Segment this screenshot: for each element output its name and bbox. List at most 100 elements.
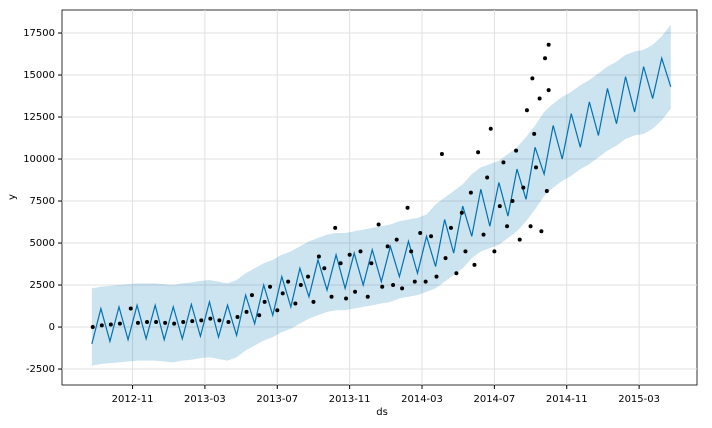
observation [443, 256, 448, 261]
observation [409, 249, 414, 254]
observation [488, 126, 493, 131]
observation [172, 321, 177, 326]
observation [90, 325, 95, 330]
y-tick-label: 17500 [23, 28, 55, 39]
observation [434, 274, 439, 279]
x-tick-label: 2012-11 [112, 394, 154, 405]
observation [306, 274, 311, 279]
observation [539, 229, 544, 234]
observation [439, 151, 444, 156]
observation [429, 234, 434, 239]
observation [528, 224, 533, 229]
observation [423, 279, 428, 284]
x-tick-label: 2013-03 [184, 394, 226, 405]
observation [459, 210, 464, 215]
observation [108, 322, 113, 327]
observation [322, 266, 327, 271]
y-tick-label: 0 [49, 322, 55, 333]
y-axis-label: y [7, 194, 18, 200]
observation [117, 321, 122, 326]
observation [533, 165, 538, 170]
x-tick-label: 2013-07 [256, 394, 298, 405]
observation [217, 318, 222, 323]
observation [405, 205, 410, 210]
observation [128, 306, 133, 311]
observation [298, 283, 303, 288]
observation [510, 199, 515, 204]
observation [268, 284, 273, 289]
y-tick-label: 10000 [23, 154, 55, 165]
x-tick-label: 2014-07 [473, 394, 515, 405]
observation [543, 56, 548, 61]
observation [492, 249, 497, 254]
observation [344, 296, 349, 301]
observation [99, 323, 104, 328]
observation [530, 76, 535, 81]
observation [257, 313, 262, 318]
observation [329, 294, 334, 299]
observation [235, 314, 240, 319]
x-tick-label: 2014-03 [401, 394, 443, 405]
observation [524, 108, 529, 113]
x-tick-label: 2013-11 [329, 394, 371, 405]
observation [532, 131, 537, 136]
observation [338, 261, 343, 266]
observation [544, 188, 549, 193]
x-axis-label: ds [376, 407, 388, 418]
observation [275, 308, 280, 313]
x-tick-label: 2015-03 [618, 394, 660, 405]
observation [481, 232, 486, 237]
y-tick-label: 5000 [30, 238, 55, 249]
observation [501, 160, 506, 165]
observation [412, 279, 417, 284]
observation [394, 237, 399, 242]
observation [546, 42, 551, 47]
observation [463, 249, 468, 254]
observation [505, 224, 510, 229]
y-tick-label: 15000 [23, 70, 55, 81]
observation [521, 185, 526, 190]
observation [497, 204, 502, 209]
observation [454, 271, 459, 276]
observation [472, 262, 477, 267]
observation [181, 319, 186, 324]
observation [347, 252, 352, 257]
observation [448, 225, 453, 230]
x-tick-label: 2014-11 [546, 394, 588, 405]
y-tick-label: 7500 [30, 196, 55, 207]
observation [358, 249, 363, 254]
observation [226, 319, 231, 324]
observation [244, 309, 249, 314]
observation [353, 289, 358, 294]
observation [517, 237, 522, 242]
observation [286, 279, 291, 284]
observation [514, 148, 519, 153]
observation [311, 299, 316, 304]
observation [537, 96, 542, 101]
observation [418, 230, 423, 235]
observation [333, 225, 338, 230]
observation [468, 190, 473, 195]
observation [208, 316, 213, 321]
observation [369, 261, 374, 266]
observation [365, 294, 370, 299]
observation [546, 88, 551, 93]
observation [400, 286, 405, 291]
y-tick-label: 2500 [30, 280, 55, 291]
observation [163, 320, 168, 325]
observation [249, 293, 254, 298]
observation [380, 284, 385, 289]
y-tick-label: -2500 [26, 364, 55, 375]
forecast-line [91, 55, 672, 344]
uncertainty-band [91, 24, 671, 366]
observation [154, 319, 159, 324]
observation [262, 299, 267, 304]
observation [476, 150, 481, 155]
y-tick-label: 12500 [23, 112, 55, 123]
observation [145, 319, 150, 324]
observation [280, 291, 285, 296]
observation [485, 175, 490, 180]
observation [376, 222, 381, 227]
